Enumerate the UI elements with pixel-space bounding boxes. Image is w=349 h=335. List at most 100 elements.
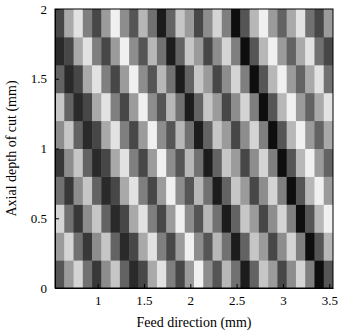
cell bbox=[74, 232, 84, 260]
cell bbox=[222, 204, 232, 232]
cell bbox=[64, 176, 74, 204]
cell bbox=[277, 65, 287, 93]
cell bbox=[55, 65, 65, 93]
cell bbox=[231, 176, 241, 204]
cell bbox=[83, 149, 93, 177]
cell bbox=[314, 37, 324, 65]
cell bbox=[222, 176, 232, 204]
cell bbox=[129, 176, 139, 204]
cell bbox=[305, 232, 315, 260]
cell bbox=[83, 93, 93, 121]
cell bbox=[64, 9, 74, 37]
cell bbox=[138, 121, 148, 149]
cell bbox=[287, 65, 297, 93]
cell bbox=[213, 121, 223, 149]
cell bbox=[157, 9, 167, 37]
cell bbox=[203, 260, 213, 288]
cell bbox=[111, 149, 121, 177]
cell bbox=[314, 176, 324, 204]
cell bbox=[231, 121, 241, 149]
cell bbox=[55, 176, 65, 204]
cell bbox=[166, 121, 176, 149]
cell bbox=[324, 149, 333, 177]
cell bbox=[138, 9, 148, 37]
cell bbox=[185, 232, 195, 260]
cell bbox=[92, 121, 102, 149]
cell bbox=[157, 93, 167, 121]
cell bbox=[74, 65, 84, 93]
cell bbox=[129, 9, 139, 37]
cell bbox=[222, 232, 232, 260]
cell bbox=[55, 149, 65, 177]
cell bbox=[74, 37, 84, 65]
cell bbox=[74, 9, 84, 37]
cell bbox=[268, 37, 278, 65]
cell bbox=[83, 37, 93, 65]
cell bbox=[250, 149, 260, 177]
cell bbox=[240, 37, 250, 65]
cell bbox=[166, 176, 176, 204]
cell bbox=[55, 260, 65, 288]
cell bbox=[157, 260, 167, 288]
cell bbox=[138, 260, 148, 288]
cell bbox=[157, 121, 167, 149]
cell bbox=[314, 65, 324, 93]
cell bbox=[194, 37, 204, 65]
cell bbox=[231, 9, 241, 37]
cell bbox=[277, 93, 287, 121]
x-tick: 1.5 bbox=[136, 284, 152, 308]
cell bbox=[240, 149, 250, 177]
y-tick-label: 0 bbox=[41, 281, 48, 296]
cell bbox=[120, 65, 130, 93]
cell bbox=[194, 9, 204, 37]
cell bbox=[259, 149, 269, 177]
cell bbox=[240, 232, 250, 260]
cell bbox=[55, 37, 65, 65]
cell bbox=[120, 149, 130, 177]
cell bbox=[92, 149, 102, 177]
cell bbox=[240, 121, 250, 149]
cell bbox=[250, 176, 260, 204]
cell bbox=[175, 149, 185, 177]
cell bbox=[222, 121, 232, 149]
cell bbox=[194, 204, 204, 232]
y-axis: 00.511.52 bbox=[31, 2, 59, 296]
cell bbox=[185, 176, 195, 204]
cell bbox=[296, 176, 306, 204]
cell bbox=[287, 204, 297, 232]
cell bbox=[268, 176, 278, 204]
cell bbox=[305, 176, 315, 204]
cell bbox=[250, 9, 260, 37]
cell bbox=[175, 204, 185, 232]
cell bbox=[287, 37, 297, 65]
cell bbox=[92, 9, 102, 37]
cell bbox=[111, 9, 121, 37]
cell bbox=[101, 204, 111, 232]
cell bbox=[194, 149, 204, 177]
cell bbox=[259, 121, 269, 149]
cell bbox=[92, 37, 102, 65]
cell bbox=[138, 37, 148, 65]
cell bbox=[101, 93, 111, 121]
cell bbox=[185, 65, 195, 93]
cell bbox=[111, 93, 121, 121]
cell bbox=[83, 176, 93, 204]
x-axis-title: Feed direction (mm) bbox=[136, 315, 251, 331]
cell bbox=[324, 260, 333, 288]
cell bbox=[175, 176, 185, 204]
cell bbox=[222, 65, 232, 93]
cell bbox=[324, 232, 333, 260]
cell bbox=[296, 9, 306, 37]
cell bbox=[175, 65, 185, 93]
cell bbox=[157, 149, 167, 177]
cell bbox=[268, 9, 278, 37]
cell bbox=[222, 37, 232, 65]
cell bbox=[277, 232, 287, 260]
cell bbox=[92, 204, 102, 232]
y-tick: 1.5 bbox=[31, 71, 59, 86]
cell bbox=[129, 260, 139, 288]
cell bbox=[74, 93, 84, 121]
x-tick-mark bbox=[190, 284, 191, 288]
cell bbox=[240, 93, 250, 121]
cell bbox=[305, 65, 315, 93]
